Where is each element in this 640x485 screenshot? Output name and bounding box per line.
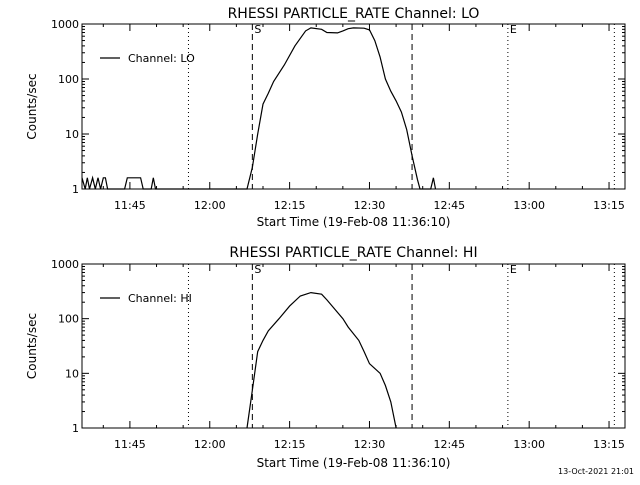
- legend-label: Channel: LO: [128, 52, 195, 65]
- marker-label: E: [510, 23, 517, 36]
- chart-title-0: RHESSI PARTICLE_RATE Channel: LO: [228, 6, 480, 22]
- x-tick-label: 12:00: [194, 438, 226, 451]
- x-tick-label: 12:30: [354, 199, 386, 212]
- y-tick-label: 1: [72, 183, 79, 196]
- x-tick-label: 13:00: [513, 438, 545, 451]
- x-tick-label: 12:00: [194, 199, 226, 212]
- x-tick-label: 13:15: [593, 199, 625, 212]
- y-tick-label: 100: [58, 73, 79, 86]
- x-tick-label: 11:45: [114, 438, 146, 451]
- x-tick-label: 11:45: [114, 199, 146, 212]
- legend-label: Channel: HI: [128, 292, 192, 305]
- marker-label: S: [254, 23, 261, 36]
- x-tick-label: 12:15: [274, 199, 306, 212]
- y-axis-label-0: Counts/sec: [25, 73, 39, 139]
- marker-label: S: [254, 263, 261, 276]
- series-line-1-0: [246, 291, 397, 429]
- y-tick-label: 10: [65, 367, 79, 380]
- footer-timestamp: 13-Oct-2021 21:01: [558, 467, 634, 476]
- x-tick-label: 12:30: [354, 438, 386, 451]
- x-tick-label: 12:15: [274, 438, 306, 451]
- y-tick-label: 10: [65, 128, 79, 141]
- chart-title-1: RHESSI PARTICLE_RATE Channel: HI: [229, 245, 477, 261]
- y-tick-label: 1: [72, 422, 79, 435]
- y-tick-label: 100: [58, 313, 79, 326]
- x-tick-label: 12:45: [433, 438, 465, 451]
- plot-frame-0: [81, 23, 626, 190]
- y-tick-label: 1000: [51, 18, 79, 31]
- x-tick-label: 13:15: [593, 438, 625, 451]
- y-axis-label-1: Counts/sec: [25, 313, 39, 379]
- x-axis-label-0: Start Time (19-Feb-08 11:36:10): [257, 215, 451, 229]
- plot-frame-1: [81, 263, 626, 429]
- x-axis-label-1: Start Time (19-Feb-08 11:36:10): [257, 456, 451, 470]
- marker-label: E: [510, 263, 517, 276]
- series-line-0-0: [81, 27, 437, 190]
- x-tick-label: 13:00: [513, 199, 545, 212]
- y-tick-label: 1000: [51, 258, 79, 271]
- x-tick-label: 12:45: [433, 199, 465, 212]
